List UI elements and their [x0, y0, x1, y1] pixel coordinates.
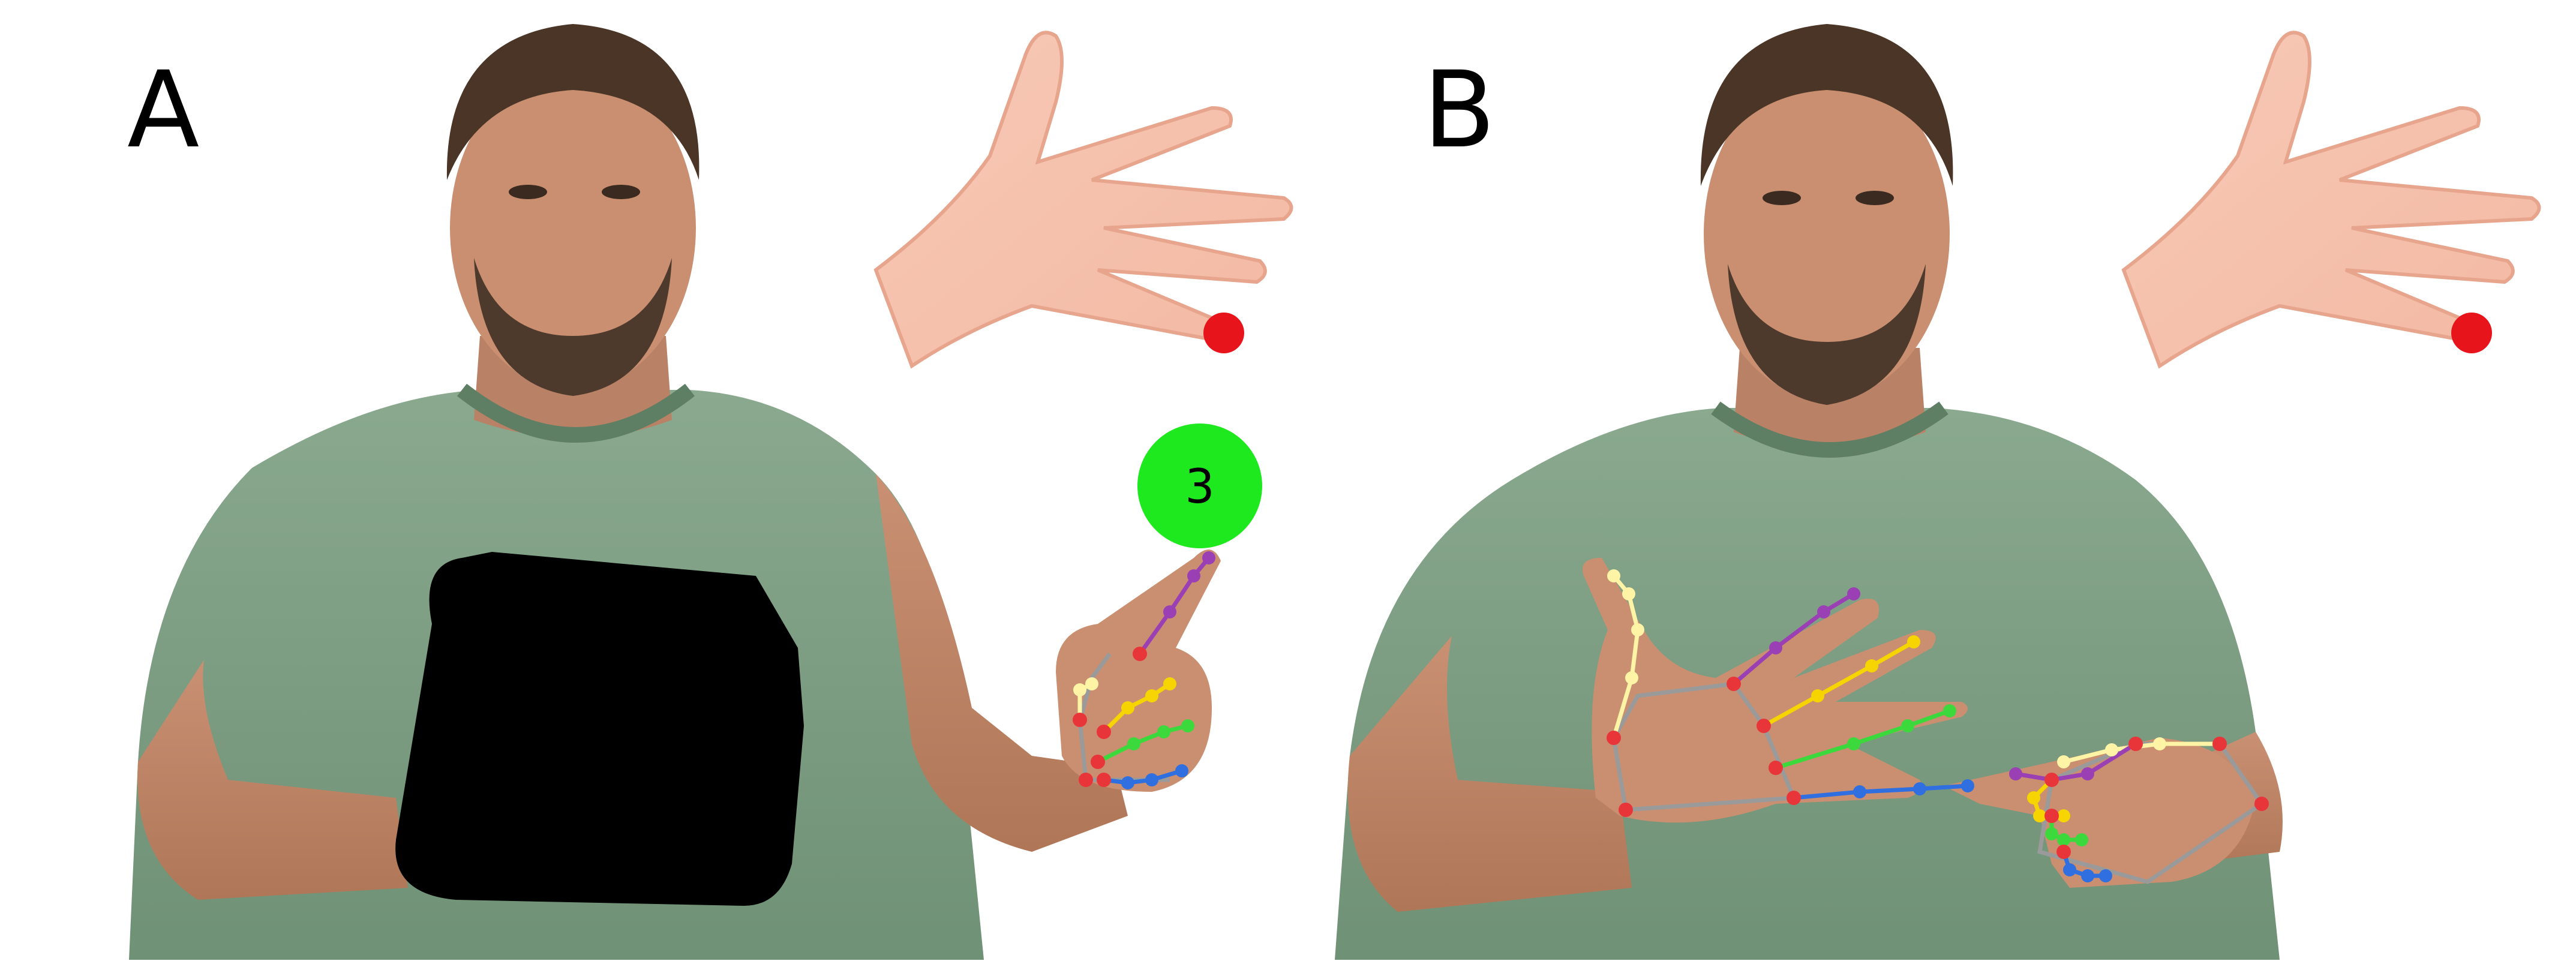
target-badge-label: 3	[1185, 460, 1215, 514]
panel-label-b: B	[1423, 49, 1496, 172]
target-marker-a	[1203, 313, 1244, 353]
hand-joints-b-right	[2009, 737, 2269, 882]
panel-label-a: A	[127, 49, 200, 172]
target-marker-b	[2451, 313, 2492, 353]
target-badge: 3	[1137, 424, 1262, 548]
hand-joints-a	[1073, 551, 1215, 789]
cartoon-hand-a	[873, 31, 1293, 369]
occlusion-box	[395, 552, 804, 906]
cartoon-hand-b	[2121, 31, 2541, 369]
hand-joints-b-left	[1607, 569, 1974, 817]
panel-b	[1335, 24, 2541, 960]
panel-a: 3	[129, 24, 1293, 960]
